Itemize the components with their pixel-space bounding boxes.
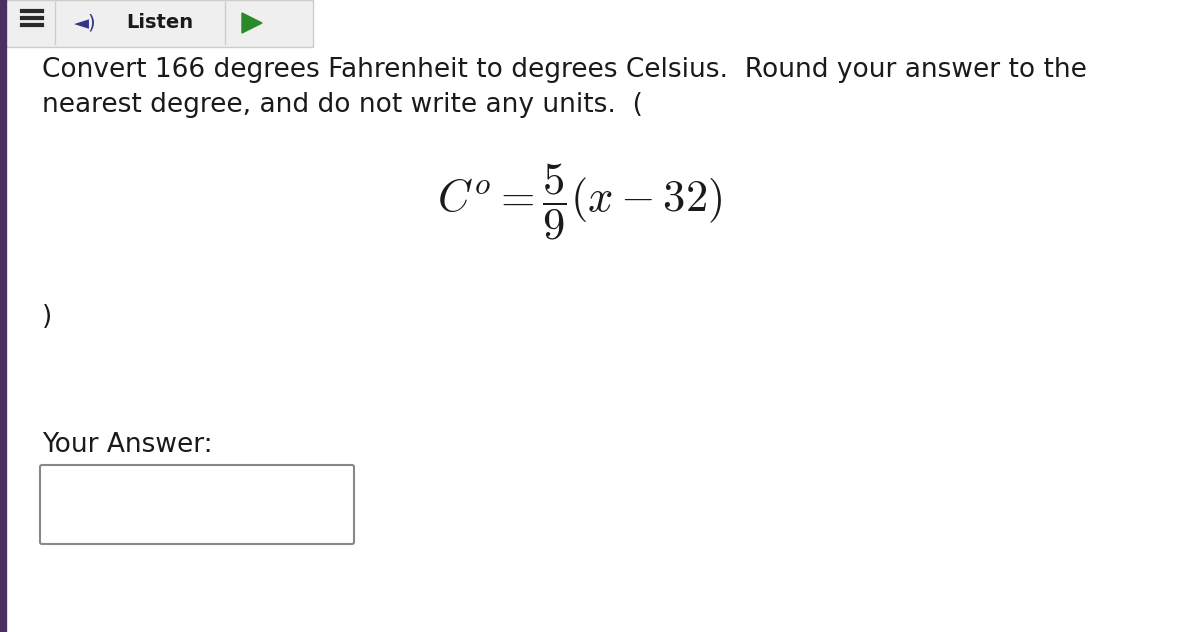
- Text: nearest degree, and do not write any units.  (: nearest degree, and do not write any uni…: [42, 92, 643, 118]
- FancyBboxPatch shape: [40, 465, 354, 544]
- Text: Convert 166 degrees Fahrenheit to degrees Celsius.  Round your answer to the: Convert 166 degrees Fahrenheit to degree…: [42, 57, 1087, 83]
- FancyBboxPatch shape: [2, 0, 313, 47]
- Text: ◄): ◄): [73, 13, 96, 32]
- Text: $C^o = \dfrac{5}{9}(x - 32)$: $C^o = \dfrac{5}{9}(x - 32)$: [437, 162, 722, 243]
- Text: Your Answer:: Your Answer:: [42, 432, 212, 458]
- Text: ): ): [42, 304, 53, 330]
- Text: Listen: Listen: [126, 13, 193, 32]
- Polygon shape: [242, 13, 262, 33]
